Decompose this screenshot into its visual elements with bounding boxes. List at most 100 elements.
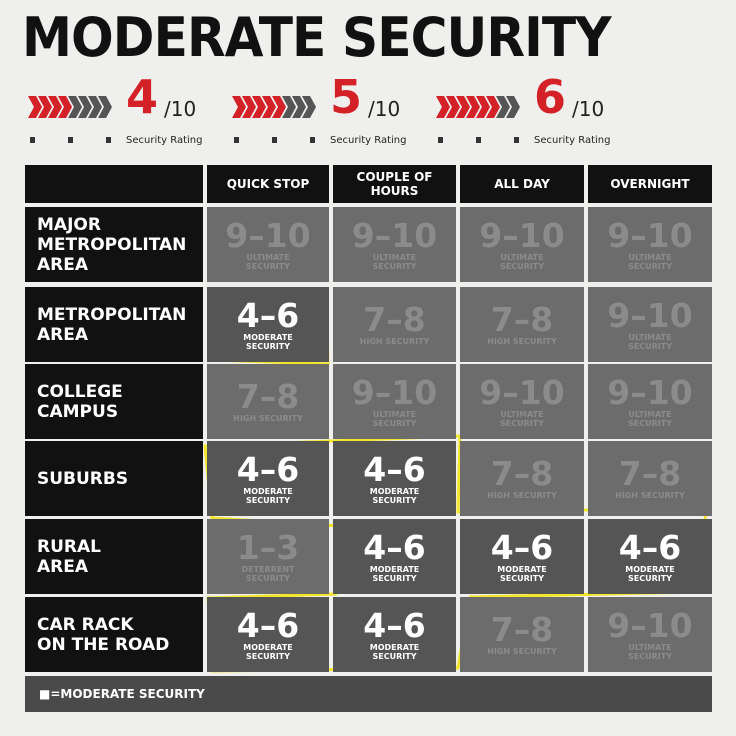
range: 4–6 bbox=[363, 449, 426, 489]
security-level: MODERATE SECURITY bbox=[625, 564, 675, 583]
range: 4–6 bbox=[236, 449, 300, 489]
security-level: ULTIMATE SECURITY bbox=[628, 642, 672, 661]
security-level: ULTIMATE SECURITY bbox=[628, 409, 672, 428]
rating-cell: 4–6 MODERATE SECURITY bbox=[207, 287, 329, 362]
security-level: DETERRENT SECURITY bbox=[241, 564, 295, 583]
security-level: MODERATE SECURITY bbox=[243, 642, 293, 661]
range: 9–10 bbox=[351, 215, 438, 255]
row-label: MAJOR METROPOLITAN AREA bbox=[25, 207, 203, 282]
range: 9–10 bbox=[607, 372, 693, 412]
range: 7–8 bbox=[490, 454, 554, 493]
row-label: SUBURBS bbox=[25, 441, 203, 516]
chevron bbox=[38, 96, 52, 118]
chevron bbox=[282, 96, 296, 118]
range: 4–6 bbox=[490, 527, 554, 567]
rating-score: 6 bbox=[534, 70, 567, 124]
header-corner bbox=[25, 165, 203, 203]
rating-cell: 4–6 MODERATE SECURITY bbox=[588, 519, 712, 594]
column-header: ALL DAY bbox=[460, 165, 584, 203]
rating-cell: 7–8 HIGH SECURITY bbox=[207, 364, 329, 439]
range: 4–6 bbox=[363, 527, 426, 567]
range: 1–3 bbox=[236, 527, 300, 567]
row-label: RURAL AREA bbox=[25, 519, 203, 594]
security-level: ULTIMATE SECURITY bbox=[628, 252, 672, 271]
chevron bbox=[68, 96, 82, 118]
rating-cell: 4–6 MODERATE SECURITY bbox=[333, 519, 456, 594]
security-level: ULTIMATE SECURITY bbox=[372, 252, 417, 271]
security-level: MODERATE SECURITY bbox=[497, 564, 547, 583]
chevrons bbox=[28, 96, 520, 143]
chevron bbox=[506, 96, 520, 118]
rating-score: 5 bbox=[330, 70, 363, 124]
range: 7–8 bbox=[618, 454, 682, 493]
row-label: CAR RACK ON THE ROAD bbox=[25, 597, 203, 672]
range: 4–6 bbox=[363, 605, 426, 645]
chevron bbox=[48, 96, 62, 118]
row-label: METROPOLITAN AREA bbox=[25, 287, 203, 362]
lock-icon bbox=[106, 137, 111, 143]
chevron bbox=[58, 96, 72, 118]
security-level: HIGH SECURITY bbox=[487, 647, 557, 656]
range: 4–6 bbox=[618, 527, 682, 567]
range: 9–10 bbox=[607, 605, 693, 645]
security-level: ULTIMATE SECURITY bbox=[372, 409, 417, 428]
rating-scale: /10 bbox=[164, 97, 197, 121]
rating-cell: 4–6 MODERATE SECURITY bbox=[207, 597, 329, 672]
security-level: MODERATE SECURITY bbox=[243, 332, 293, 351]
security-level: ULTIMATE SECURITY bbox=[246, 252, 290, 271]
rating-cell: 7–8 HIGH SECURITY bbox=[460, 597, 584, 672]
lock-icon bbox=[438, 137, 443, 143]
rating-scale: /10 bbox=[572, 97, 605, 121]
range: 7–8 bbox=[490, 300, 554, 339]
lock-icon bbox=[514, 137, 519, 143]
column-header: OVERNIGHT bbox=[588, 165, 712, 203]
rating-cell: 9–10 ULTIMATE SECURITY bbox=[588, 364, 712, 439]
chevron bbox=[232, 96, 246, 118]
chevron bbox=[252, 96, 266, 118]
rating-cell: 9–10 ULTIMATE SECURITY bbox=[207, 207, 329, 282]
range: 9–10 bbox=[351, 372, 438, 412]
chevron bbox=[446, 96, 460, 118]
range: 7–8 bbox=[236, 377, 300, 416]
lock-icon bbox=[476, 137, 481, 143]
column-header: COUPLE OF HOURS bbox=[333, 165, 456, 203]
range: 9–10 bbox=[479, 372, 565, 412]
chevron bbox=[98, 96, 112, 118]
range: 4–6 bbox=[236, 295, 300, 335]
lock-icon bbox=[310, 137, 315, 143]
chevron bbox=[302, 96, 316, 118]
rating-cell: 9–10 ULTIMATE SECURITY bbox=[333, 364, 456, 439]
chevron bbox=[496, 96, 510, 118]
security-level: ULTIMATE SECURITY bbox=[500, 252, 544, 271]
rating-cell: 7–8 HIGH SECURITY bbox=[460, 441, 584, 516]
chevron bbox=[242, 96, 256, 118]
security-level: HIGH SECURITY bbox=[233, 414, 303, 423]
chevron bbox=[466, 96, 480, 118]
range: 4–6 bbox=[236, 605, 300, 645]
rating-cell: 4–6 MODERATE SECURITY bbox=[460, 519, 584, 594]
rating-label: Security Rating bbox=[126, 135, 203, 146]
title: MODERATE SECURITY bbox=[22, 6, 612, 69]
rating-score: 4 bbox=[126, 70, 159, 124]
security-level: HIGH SECURITY bbox=[487, 491, 557, 500]
rating-scale: /10 bbox=[368, 97, 401, 121]
security-level: MODERATE SECURITY bbox=[243, 486, 293, 505]
rating-cell: 4–6 MODERATE SECURITY bbox=[333, 441, 456, 516]
chevron bbox=[262, 96, 276, 118]
rating-cell: 7–8 HIGH SECURITY bbox=[333, 287, 456, 362]
chevron bbox=[272, 96, 286, 118]
lock-icon bbox=[68, 137, 73, 143]
row-label: COLLEGE CAMPUS bbox=[25, 364, 203, 439]
rating-cell: 9–10 ULTIMATE SECURITY bbox=[588, 287, 712, 362]
range: 9–10 bbox=[607, 295, 693, 335]
security-level: MODERATE SECURITY bbox=[369, 486, 420, 505]
security-level: MODERATE SECURITY bbox=[369, 564, 420, 583]
chevron bbox=[456, 96, 470, 118]
rating-cell: 7–8 HIGH SECURITY bbox=[460, 287, 584, 362]
rating-cell: 9–10 ULTIMATE SECURITY bbox=[588, 597, 712, 672]
chevron bbox=[292, 96, 306, 118]
lock-icon bbox=[30, 137, 35, 143]
chevron bbox=[28, 96, 42, 118]
range: 7–8 bbox=[490, 610, 554, 649]
